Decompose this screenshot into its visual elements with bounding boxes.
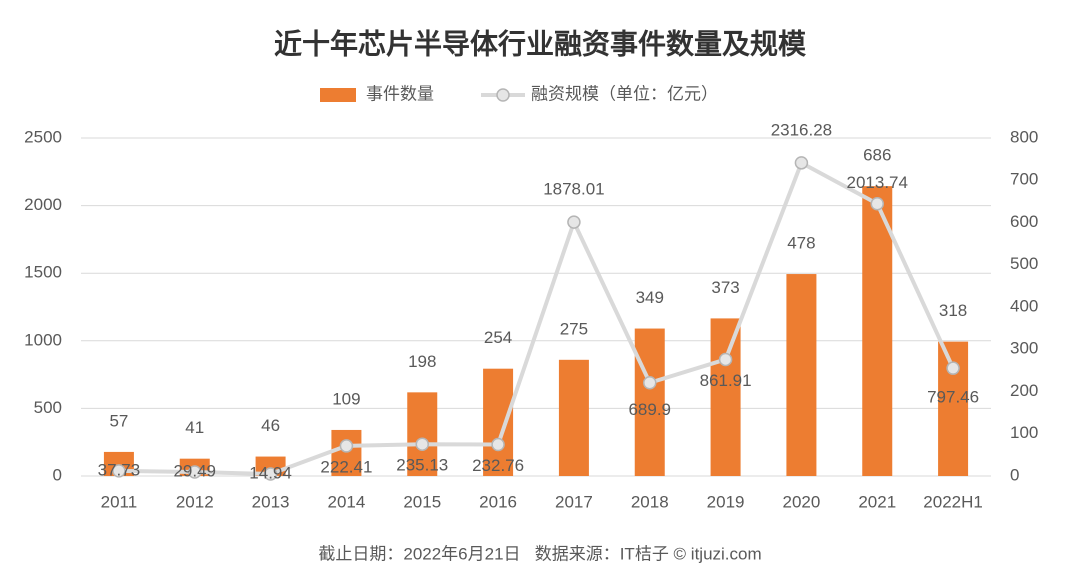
legend-label: 事件数量 bbox=[366, 84, 434, 103]
y2-tick-label: 100 bbox=[1010, 423, 1038, 442]
bar bbox=[786, 274, 817, 476]
bar bbox=[407, 392, 438, 476]
bar-value-label: 275 bbox=[560, 319, 588, 338]
x-tick-label: 2011 bbox=[101, 492, 138, 511]
line-value-label: 29.49 bbox=[173, 461, 216, 480]
bar-value-label: 198 bbox=[408, 352, 436, 371]
y2-tick-label: 700 bbox=[1010, 170, 1038, 189]
bar-value-label: 478 bbox=[787, 234, 815, 253]
bar bbox=[483, 368, 514, 476]
bar-value-label: 373 bbox=[711, 278, 739, 297]
legend-swatch bbox=[320, 88, 356, 102]
line-marker bbox=[946, 361, 960, 375]
y-tick-label: 1500 bbox=[24, 263, 62, 282]
line-value-label: 1878.01 bbox=[543, 180, 604, 199]
bar-value-label: 349 bbox=[636, 288, 664, 307]
x-tick-label: 2015 bbox=[403, 492, 441, 511]
bar-value-label: 57 bbox=[109, 411, 128, 430]
y-tick-label: 2000 bbox=[24, 195, 62, 214]
y-tick-label: 2500 bbox=[24, 127, 62, 146]
y2-tick-label: 200 bbox=[1010, 381, 1038, 400]
x-tick-label: 2017 bbox=[555, 492, 593, 511]
line-marker bbox=[718, 352, 733, 367]
bar-value-label: 318 bbox=[939, 301, 967, 320]
line-value-label: 14.94 bbox=[249, 463, 292, 482]
y2-tick-label: 400 bbox=[1010, 296, 1038, 315]
line-value-label: 235.13 bbox=[396, 456, 448, 475]
line-value-label: 37.73 bbox=[98, 460, 141, 479]
x-tick-label: 2016 bbox=[479, 492, 517, 511]
line-value-label: 797.46 bbox=[927, 388, 979, 407]
y2-tick-label: 600 bbox=[1010, 212, 1038, 231]
line-value-label: 232.76 bbox=[472, 456, 524, 475]
line-marker bbox=[263, 467, 278, 481]
bar bbox=[634, 328, 665, 476]
bar bbox=[862, 186, 893, 477]
line-value-label: 689.9 bbox=[628, 400, 671, 419]
line-marker bbox=[643, 375, 657, 390]
line-marker bbox=[188, 465, 202, 479]
y-tick-label: 500 bbox=[34, 398, 62, 417]
y2-tick-label: 500 bbox=[1010, 254, 1038, 273]
line-marker bbox=[339, 439, 354, 453]
line bbox=[118, 160, 955, 476]
bar bbox=[331, 429, 362, 476]
x-tick-label: 2012 bbox=[176, 492, 214, 511]
x-tick-label: 2013 bbox=[252, 492, 290, 511]
legend-marker bbox=[496, 88, 510, 102]
source-note: 截止日期：2022年6月21日 数据来源：IT桔子 © itjuzi.com bbox=[318, 544, 761, 563]
bar bbox=[558, 359, 589, 476]
x-tick-label: 2020 bbox=[783, 492, 821, 511]
legend-label: 融资规模（单位：亿元） bbox=[531, 84, 718, 103]
line-marker bbox=[491, 437, 505, 452]
line-value-label: 222.41 bbox=[320, 457, 372, 476]
bar bbox=[710, 318, 741, 476]
line-marker bbox=[794, 156, 809, 170]
y-tick-label: 1000 bbox=[24, 330, 62, 349]
y-tick-label: 0 bbox=[53, 465, 62, 484]
x-tick-label: 2014 bbox=[328, 492, 366, 511]
bar-value-label: 46 bbox=[261, 416, 280, 435]
x-tick-label: 2022H1 bbox=[923, 492, 983, 511]
x-tick-label: 2018 bbox=[631, 492, 669, 511]
y2-tick-label: 0 bbox=[1010, 465, 1019, 484]
bar-value-label: 109 bbox=[332, 389, 360, 408]
line-value-label: 861.91 bbox=[700, 371, 752, 390]
y2-tick-label: 300 bbox=[1010, 339, 1038, 358]
line-marker bbox=[112, 464, 126, 478]
x-tick-label: 2019 bbox=[707, 492, 745, 511]
bar-value-label: 686 bbox=[863, 146, 891, 165]
bar-value-label: 41 bbox=[185, 418, 204, 437]
line-value-label: 2013.74 bbox=[847, 173, 908, 192]
line-value-label: 2316.28 bbox=[771, 120, 832, 139]
y2-tick-label: 800 bbox=[1010, 127, 1038, 146]
line-marker bbox=[870, 196, 884, 211]
line-marker bbox=[567, 215, 581, 229]
line-marker bbox=[415, 437, 429, 451]
chart-title: 近十年芯片半导体行业融资事件数量及规模 bbox=[274, 27, 807, 59]
bar-value-label: 254 bbox=[484, 328, 512, 347]
x-tick-label: 2021 bbox=[858, 492, 896, 511]
